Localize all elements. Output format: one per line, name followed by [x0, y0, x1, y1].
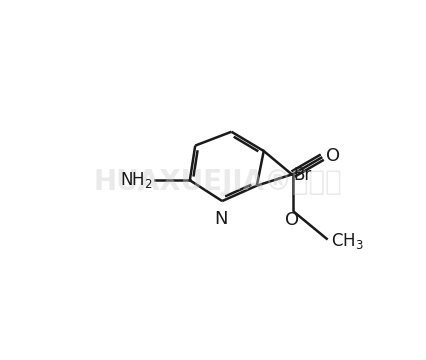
Text: N: N [214, 210, 227, 228]
Text: CH$_3$: CH$_3$ [331, 231, 363, 251]
Text: HUAXUEJIA®化学加: HUAXUEJIA®化学加 [94, 168, 343, 196]
Text: NH$_2$: NH$_2$ [120, 170, 153, 190]
Text: Br: Br [294, 166, 312, 184]
Text: O: O [326, 147, 340, 165]
Text: O: O [285, 211, 299, 229]
